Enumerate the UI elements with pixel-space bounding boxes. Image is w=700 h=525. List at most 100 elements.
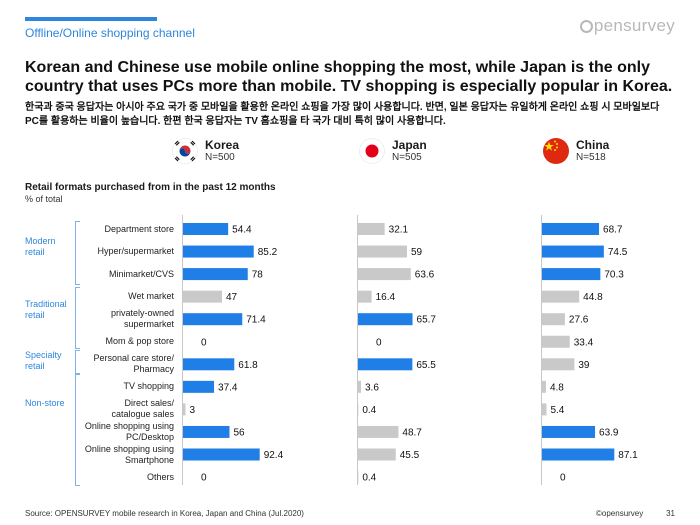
row-label: TV shopping [123,381,174,392]
bar-japan [358,313,413,326]
row-label: Wet market [128,291,174,302]
bar-value-label: 63.6 [415,270,435,281]
row-label: Minimarket/CVS [108,268,174,279]
bar-value-label: 78 [252,270,264,281]
bar-korea [183,268,248,281]
bar-japan [358,290,372,303]
bar-value-label: 16.4 [376,292,396,303]
bar-korea [183,245,254,258]
bar-value-label: 44.8 [583,292,603,303]
bar-value-label: 70.3 [604,270,624,281]
chart-title: Retail formats purchased from in the pas… [25,182,276,193]
bar-value-label: 65.7 [417,315,437,326]
bar-china [542,223,600,235]
section-title: Offline/Online shopping channel [25,26,195,40]
group-bracket-modern-retail [75,221,80,285]
row-label: Online shopping using PC/Desktop [84,420,174,442]
bar-japan [358,358,413,371]
row-label: Others [146,471,174,482]
bar-korea [183,380,215,393]
bar-value-label: 39 [578,360,590,371]
korea-flag-icon [172,138,198,164]
japan-flag-icon [359,138,385,164]
chart-subtitle: % of total [25,194,63,204]
bar-value-label: 0 [201,337,207,348]
column-divider-china [541,215,542,485]
bar-japan [358,268,411,281]
bar-value-label: 61.8 [238,360,258,371]
bar-japan [358,380,361,393]
page-headline: Korean and Chinese use mobile online sho… [25,59,673,95]
bar-value-label: 63.9 [599,427,619,438]
bar-china [542,245,604,258]
brand-logo-text: pensurvey [593,16,675,35]
bar-value-label: 0 [560,473,566,484]
bar-value-label: 87.1 [618,450,638,461]
source-note: Source: OPENSURVEY mobile research in Ko… [25,509,304,518]
row-label: Hyper/supermarket [97,246,174,257]
bar-china [542,290,580,303]
row-label: Online shopping using Smartphone [84,443,174,465]
group-label-traditional-retail: Traditional retail [25,299,67,320]
row-label: Personal care store/ Pharmacy [93,353,174,375]
row-label: privately-owned supermarket [110,308,174,330]
bar-japan [358,245,407,258]
bar-value-label: 0.4 [362,473,376,484]
bar-korea [183,313,243,326]
bar-korea [183,425,230,438]
group-label-modern-retail: Modern retail [25,236,56,257]
group-label-specialty-retail: Specialty retail [25,350,62,371]
bar-value-label: 68.7 [603,225,623,236]
bar-value-label: 54.4 [232,225,252,236]
country-name: Korea [205,138,240,152]
country-name: Japan [392,138,427,152]
bar-value-label: 48.7 [402,427,422,438]
bar-value-label: 59 [411,247,423,258]
row-label: Direct sales/ catalogue sales [111,398,174,420]
brand-logo: pensurvey [579,16,675,36]
bar-china [542,313,565,326]
bar-value-label: 37.4 [218,382,238,393]
bar-korea [183,223,229,235]
bar-value-label: 71.4 [246,315,266,326]
header-accent-bar [25,17,157,21]
bar-korea [183,290,223,303]
bar-value-label: 27.6 [569,315,589,326]
bar-value-label: 45.5 [400,450,420,461]
copyright-text: ©opensurvey [596,509,644,518]
china-flag-icon [543,138,569,164]
bar-value-label: 3 [189,405,195,416]
bar-korea [183,403,186,416]
row-label: Mom & pop store [105,336,174,347]
bar-value-label: 74.5 [608,247,628,258]
country-name: China [576,138,610,152]
country-sample-size: N=518 [576,152,606,163]
group-bracket-non-store [75,374,80,486]
country-sample-size: N=505 [392,152,422,163]
bar-china [542,268,601,281]
bar-china [542,448,615,461]
bar-value-label: 0 [201,473,207,484]
bar-china [542,380,546,393]
column-divider-japan [357,215,358,485]
bar-value-label: 0.4 [362,405,376,416]
bar-value-label: 56 [233,427,245,438]
bar-value-label: 85.2 [258,247,278,258]
row-label: Department store [104,223,174,234]
bar-japan [358,223,385,235]
bar-japan [358,425,399,438]
brand-o-icon [579,20,593,33]
bar-korea [183,448,260,461]
group-label-non-store: Non-store [25,398,65,408]
bar-value-label: 3.6 [365,382,379,393]
bar-china [542,403,547,416]
group-bracket-traditional-retail [75,287,80,349]
bar-value-label: 92.4 [264,450,284,461]
bar-value-label: 33.4 [574,337,594,348]
page-number: 31 [666,509,675,518]
bar-value-label: 5.4 [550,405,564,416]
bar-china [542,335,570,348]
bar-korea [183,358,235,371]
bar-china [542,425,596,438]
